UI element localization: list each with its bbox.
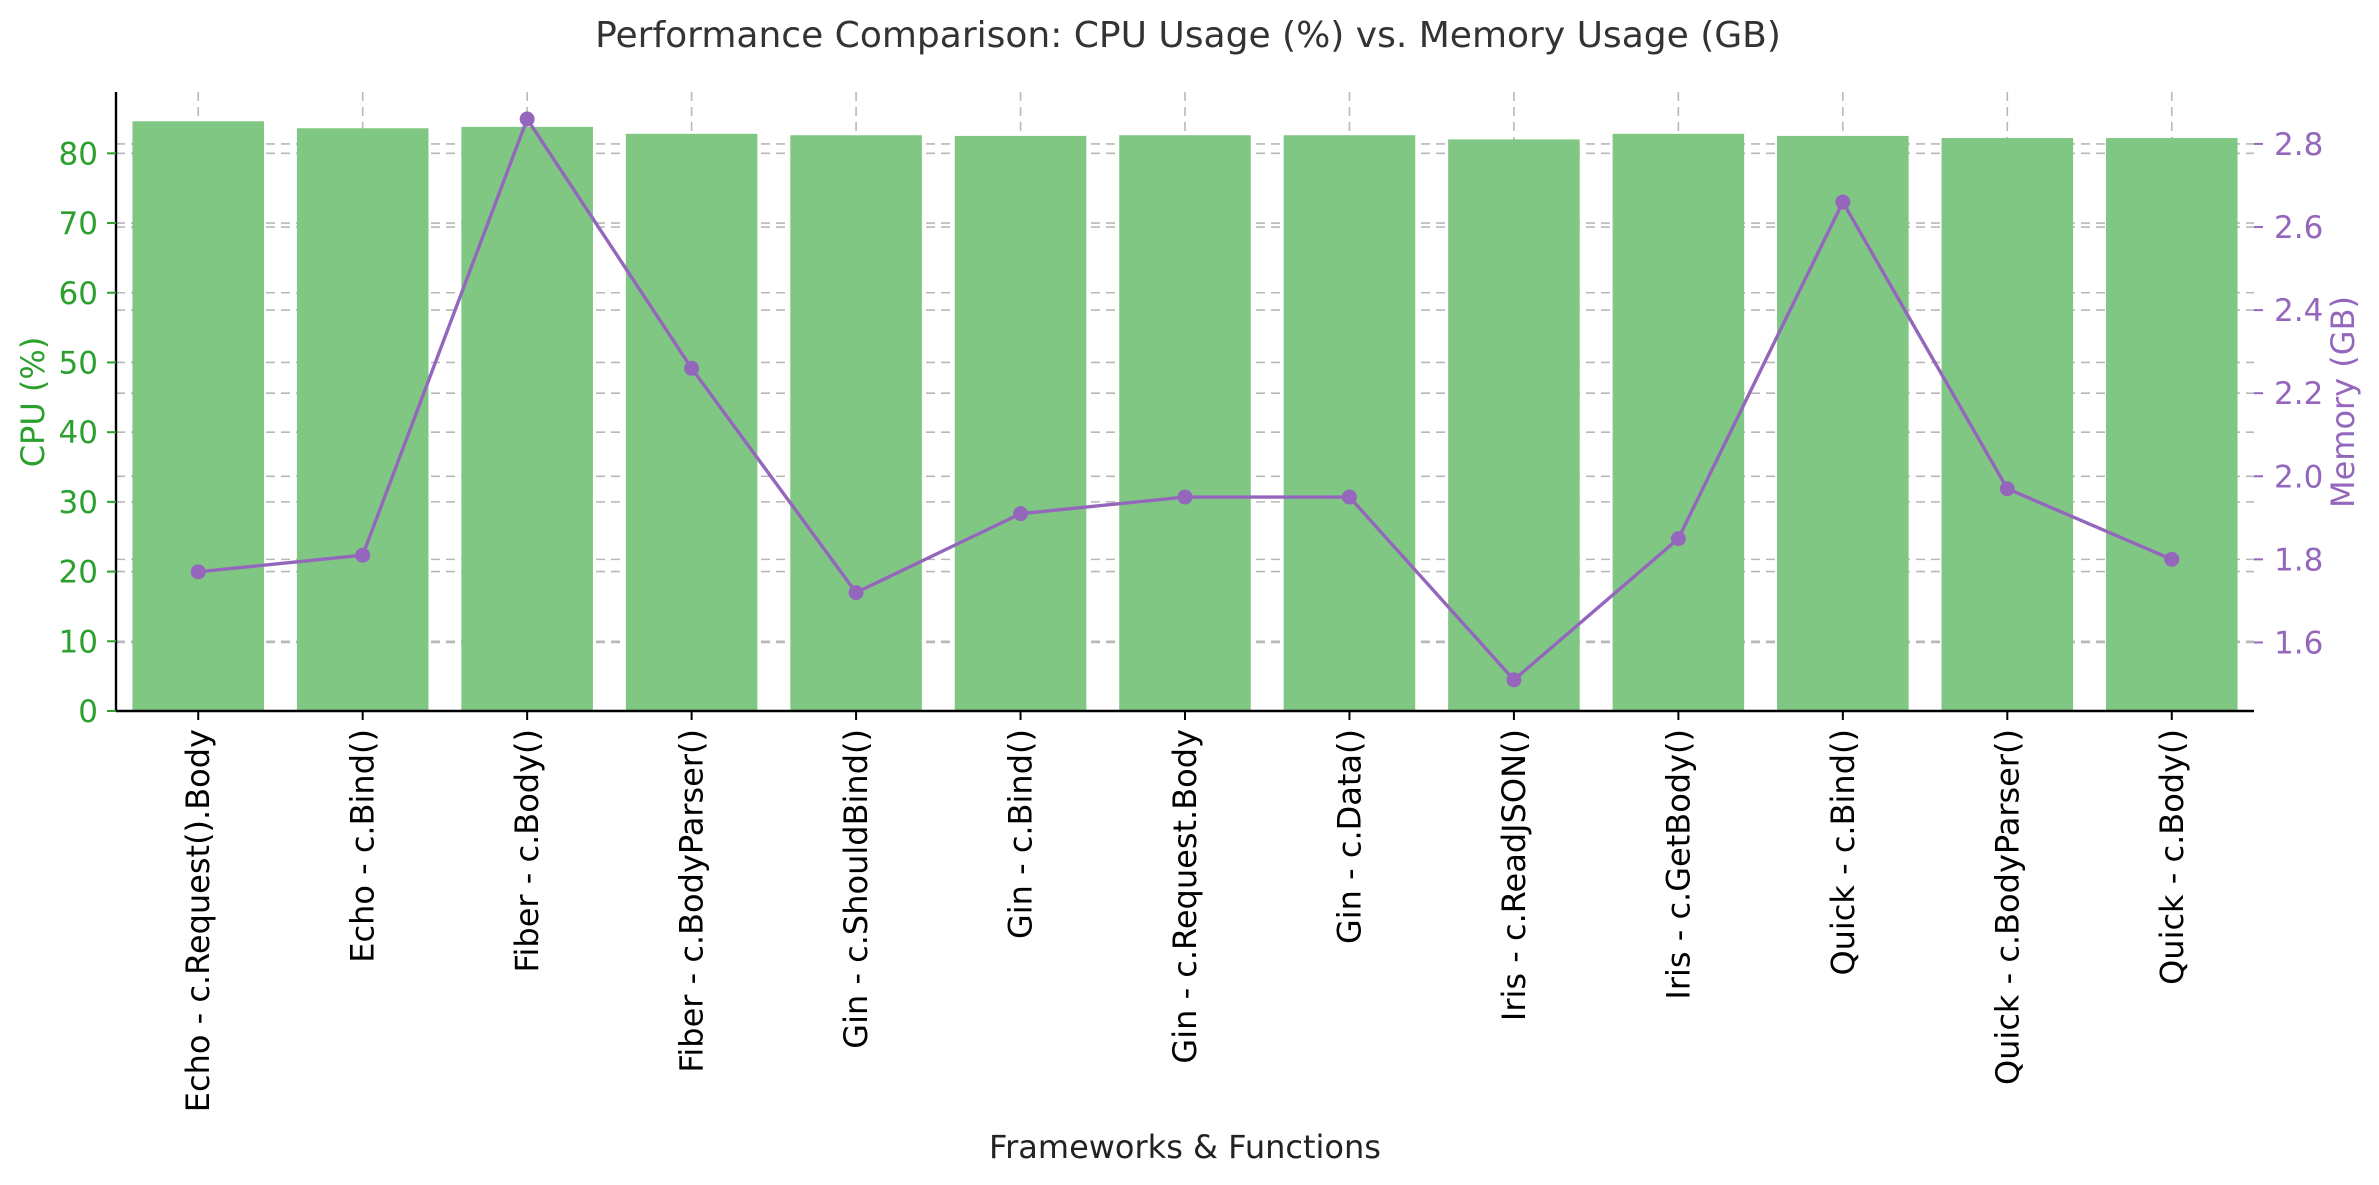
- bars-layer: [132, 121, 2238, 712]
- ticks-layer: 0 10 20 30 40 50 60 70 80 1.6 1.8 2.0 2.2 2.4 2.6 2.8 Ec…: [59, 127, 2324, 1112]
- x-tick-label: Fiber - c.BodyParser(): [673, 729, 711, 1073]
- memory-point: [848, 585, 864, 601]
- y-tick-label-right: 2.2: [2274, 376, 2323, 412]
- memory-point: [1341, 489, 1357, 505]
- x-tick-label: Quick - c.Bind(): [1824, 729, 1862, 976]
- x-tick-label: Gin - c.ShouldBind(): [837, 729, 875, 1049]
- y-tick-label-right: 1.8: [2274, 542, 2323, 578]
- line-layer: [190, 111, 2180, 688]
- y-tick-label-left: 70: [59, 206, 98, 242]
- x-tick-label: Gin - c.Data(): [1330, 729, 1368, 944]
- y-tick-label-left: 0: [78, 694, 98, 730]
- y-tick-label-left: 20: [59, 555, 98, 591]
- x-tick-label: Quick - c.BodyParser(): [1988, 729, 2026, 1085]
- bar: [1941, 138, 2074, 711]
- x-tick-label: Gin - c.Bind(): [1002, 729, 1040, 939]
- y-tick-label-right: 2.6: [2274, 210, 2323, 246]
- bar: [625, 133, 758, 711]
- memory-point: [1670, 531, 1686, 547]
- x-tick-label: Gin - c.Request.Body: [1166, 729, 1204, 1064]
- bar: [461, 126, 593, 711]
- x-tick-label: Echo - c.Request().Body: [179, 729, 217, 1112]
- y-tick-label-left: 40: [59, 415, 98, 451]
- y-tick-label-left: 80: [59, 136, 98, 172]
- memory-point: [1013, 506, 1029, 522]
- y-tick-label-left: 50: [59, 345, 98, 381]
- y-tick-label-left: 10: [59, 624, 98, 660]
- y-axis-label-left: CPU (%): [14, 337, 52, 468]
- memory-point: [2164, 551, 2180, 567]
- chart-title: Performance Comparison: CPU Usage (%) vs…: [595, 15, 1781, 56]
- bar: [1119, 135, 1251, 711]
- bar: [1777, 135, 1909, 712]
- x-tick-label: Quick - c.Body(): [2153, 729, 2191, 985]
- y-tick-label-left: 60: [59, 276, 98, 312]
- x-tick-label: Echo - c.Bind(): [344, 729, 382, 963]
- x-tick-label: Iris - c.GetBody(): [1659, 729, 1697, 1000]
- memory-point: [190, 564, 206, 580]
- y-axis-label-right: Memory (GB): [2324, 296, 2362, 508]
- memory-point: [355, 547, 371, 563]
- memory-point: [684, 360, 700, 376]
- bar: [790, 135, 922, 711]
- bar: [2105, 138, 2238, 711]
- y-tick-label-right: 2.8: [2274, 127, 2323, 163]
- bar: [1612, 133, 1745, 711]
- bar: [1283, 135, 1416, 711]
- y-tick-label-right: 2.0: [2274, 459, 2323, 495]
- x-tick-label: Iris - c.ReadJSON(): [1495, 729, 1533, 1021]
- x-tick-label: Fiber - c.Body(): [508, 729, 546, 973]
- memory-point: [1835, 194, 1851, 210]
- y-tick-label-right: 1.6: [2274, 625, 2323, 661]
- y-tick-label-right: 2.4: [2274, 293, 2323, 329]
- memory-point: [1177, 489, 1193, 505]
- bar: [296, 128, 429, 711]
- x-axis-label: Frameworks & Functions: [989, 1128, 1381, 1166]
- bar: [132, 121, 265, 711]
- memory-point: [1506, 672, 1522, 688]
- bar: [954, 135, 1087, 712]
- y-tick-label-left: 30: [59, 485, 98, 521]
- memory-point: [1999, 481, 2015, 497]
- bar: [1448, 139, 1580, 712]
- memory-point: [519, 111, 535, 127]
